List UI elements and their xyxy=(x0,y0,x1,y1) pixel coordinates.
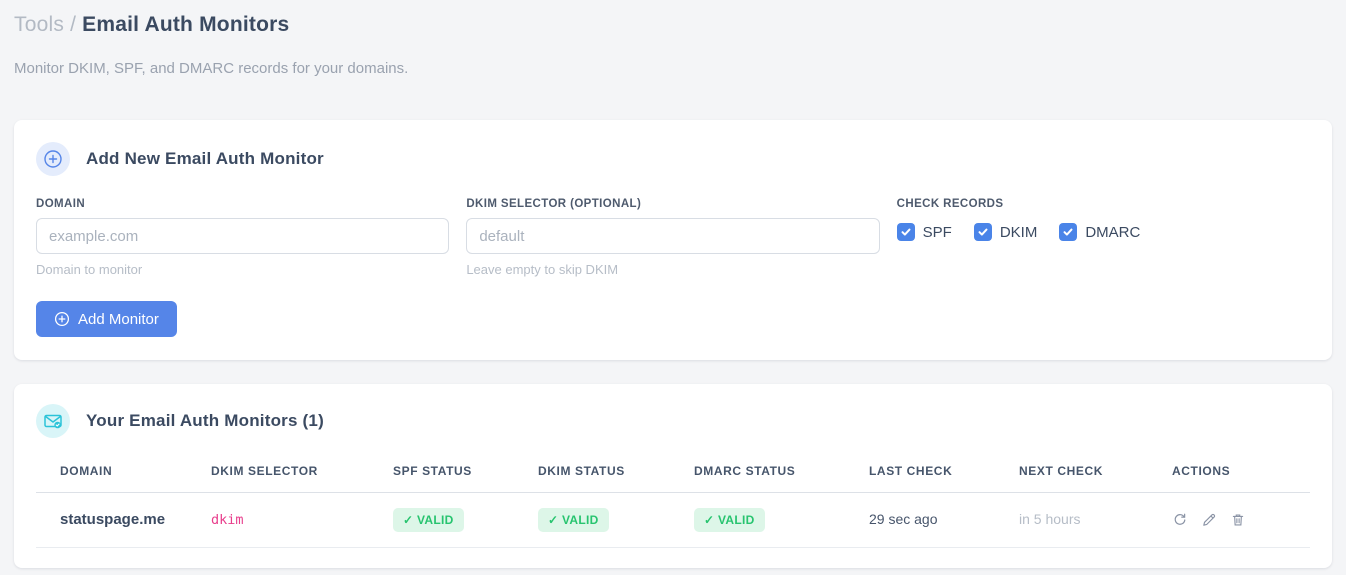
delete-button[interactable] xyxy=(1230,512,1246,528)
check-records-group: CHECK RECORDS SPF DKIM xyxy=(896,198,1310,277)
next-check-value: in 5 hours xyxy=(1019,511,1081,527)
check-records-label: CHECK RECORDS xyxy=(896,198,1004,210)
spf-checkbox-item[interactable]: SPF xyxy=(896,223,952,241)
col-header-dkim-selector: DKIM SELECTOR xyxy=(211,454,393,493)
delete-icon xyxy=(1232,514,1244,526)
table-row: statuspage.me dkim ✓ VALID ✓ VALID ✓ VAL… xyxy=(36,492,1310,548)
edit-icon xyxy=(1203,513,1216,526)
add-monitor-form: DOMAIN Domain to monitor DKIM SELECTOR (… xyxy=(36,198,1310,277)
dkim-checkbox-label: DKIM xyxy=(999,223,1038,241)
col-header-dmarc-status: DMARC STATUS xyxy=(694,454,869,493)
dmarc-status-badge: ✓ VALID xyxy=(694,508,765,532)
plus-circle-icon xyxy=(36,142,70,176)
breadcrumb-separator-slash: / xyxy=(70,13,77,36)
col-header-last-check: LAST CHECK xyxy=(869,454,1019,493)
last-check-value: 29 sec ago xyxy=(869,511,938,527)
add-monitor-card: Add New Email Auth Monitor DOMAIN Domain… xyxy=(14,120,1332,360)
add-monitor-button[interactable]: Add Monitor xyxy=(36,301,177,337)
dkim-selector-input[interactable] xyxy=(466,218,880,254)
dkim-status-badge: ✓ VALID xyxy=(538,508,609,532)
check-icon xyxy=(901,228,911,236)
monitors-card-title: Your Email Auth Monitors (1) xyxy=(86,411,324,430)
monitor-domain: statuspage.me xyxy=(60,511,166,528)
domain-input[interactable] xyxy=(36,218,450,254)
dkim-selector-field-label: DKIM SELECTOR (OPTIONAL) xyxy=(466,198,642,210)
add-monitor-card-header: Add New Email Auth Monitor xyxy=(36,142,1310,176)
monitors-card-header: Your Email Auth Monitors (1) xyxy=(36,404,1310,438)
col-header-domain: DOMAIN xyxy=(36,454,211,493)
spf-checkbox[interactable] xyxy=(896,223,915,241)
check-records-row: SPF DKIM DMARC xyxy=(896,223,1310,241)
dkim-checkbox-item[interactable]: DKIM xyxy=(973,223,1038,241)
check-icon xyxy=(1063,228,1073,236)
col-header-spf-status: SPF STATUS xyxy=(393,454,538,493)
dkim-checkbox[interactable] xyxy=(973,223,992,241)
spf-checkbox-label: SPF xyxy=(922,223,952,241)
monitors-card: Your Email Auth Monitors (1) DOMAIN DKIM… xyxy=(14,384,1332,568)
dkim-selector-field-group: DKIM SELECTOR (OPTIONAL) Leave empty to … xyxy=(466,198,880,277)
dmarc-checkbox[interactable] xyxy=(1059,223,1078,241)
row-actions xyxy=(1172,512,1302,528)
edit-button[interactable] xyxy=(1201,512,1217,528)
spf-status-badge: ✓ VALID xyxy=(393,508,464,532)
page-header: Tools / Email Auth Monitors Monitor DKIM… xyxy=(14,12,1332,78)
refresh-button[interactable] xyxy=(1172,512,1188,528)
plus-circle-icon xyxy=(54,311,70,327)
check-icon xyxy=(978,228,988,236)
envelope-check-icon xyxy=(36,404,70,438)
refresh-icon xyxy=(1174,513,1186,525)
col-header-actions: ACTIONS xyxy=(1172,454,1310,493)
domain-field-group: DOMAIN Domain to monitor xyxy=(36,198,450,277)
page-title: Email Auth Monitors xyxy=(82,13,290,36)
page-subtitle: Monitor DKIM, SPF, and DMARC records for… xyxy=(14,60,409,77)
add-monitor-card-title: Add New Email Auth Monitor xyxy=(86,149,324,168)
domain-field-label: DOMAIN xyxy=(36,198,86,210)
dmarc-checkbox-label: DMARC xyxy=(1085,223,1141,241)
breadcrumb[interactable]: Tools xyxy=(14,13,65,36)
dkim-selector-field-hint: Leave empty to skip DKIM xyxy=(466,262,619,277)
table-header-row: DOMAIN DKIM SELECTOR SPF STATUS DKIM STA… xyxy=(36,454,1310,493)
col-header-next-check: NEXT CHECK xyxy=(1019,454,1172,493)
domain-field-hint: Domain to monitor xyxy=(36,262,143,277)
page-title-row: Tools / Email Auth Monitors xyxy=(14,12,1332,38)
add-monitor-button-label: Add Monitor xyxy=(78,310,159,328)
monitor-dkim-selector: dkim xyxy=(211,512,244,528)
monitors-table: DOMAIN DKIM SELECTOR SPF STATUS DKIM STA… xyxy=(36,454,1310,548)
dmarc-checkbox-item[interactable]: DMARC xyxy=(1059,223,1140,241)
col-header-dkim-status: DKIM STATUS xyxy=(538,454,694,493)
